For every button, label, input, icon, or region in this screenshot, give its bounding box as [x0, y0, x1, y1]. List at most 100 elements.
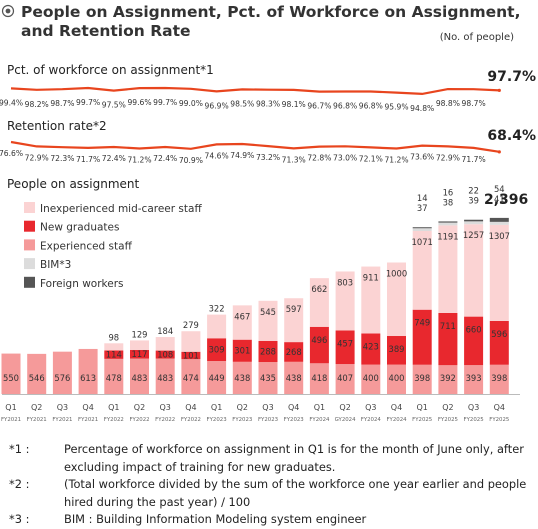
footnote-3-text: BIM : Building Information Modeling syst… — [64, 512, 367, 526]
x-tick-quarter: Q3 — [262, 403, 273, 412]
workforce-pct-data-label: 98.1% — [282, 100, 306, 109]
retention-title: Retention rate*2 — [7, 119, 107, 133]
bar-segment-inexperienced — [207, 314, 227, 339]
bar-label-inexperienced: 1257 — [463, 230, 484, 240]
bar-label-bim: 41 — [494, 194, 505, 204]
bar-segment-experienced — [181, 359, 201, 394]
legend-label: New graduates — [40, 222, 119, 234]
bar-segment-experienced — [489, 364, 509, 394]
retention-data-label: 72.9% — [25, 153, 49, 162]
workforce-pct-data-label: 96.8% — [359, 101, 383, 110]
workforce-pct-last-point — [497, 88, 501, 92]
x-tick-quarter: Q3 — [365, 403, 376, 412]
assignment-legend: Inexperienced mid-career staff New gradua… — [24, 202, 202, 290]
retention-data-label: 72.9% — [436, 153, 460, 162]
retention-data-label: 71.2% — [384, 155, 408, 164]
bar-segment-new-graduates — [361, 333, 381, 365]
x-tick-quarter: Q1 — [314, 403, 325, 412]
bar-label-inexperienced: 1307 — [489, 231, 510, 241]
retention-data-label: 72.8% — [307, 154, 331, 163]
bar-label-inexperienced: 279 — [183, 320, 199, 330]
footnotes: *1 : Percentage of workforce on assignme… — [0, 441, 538, 529]
bar-segment-experienced — [78, 348, 98, 394]
retention-data-label: 71.2% — [127, 155, 151, 164]
assignment-bars: 550 546 576 613 478 114 98 483 117 129 483 108 184 47… — [1, 184, 510, 394]
workforce-pct-data-label: 99.7% — [76, 98, 100, 107]
legend-swatch-new-graduates — [24, 220, 35, 232]
bar-segment-new-graduates — [284, 342, 304, 362]
retention-data-label: 71.3% — [282, 155, 306, 164]
bar-segment-foreign — [464, 219, 484, 222]
x-tick-quarter: Q3 — [57, 403, 68, 412]
x-tick-quarter: Q4 — [288, 403, 299, 412]
legend-swatch-experienced — [24, 239, 35, 251]
x-tick-quarter: Q3 — [160, 403, 171, 412]
bar-label-new-graduates: 457 — [337, 338, 353, 348]
assignment-latest-total: 2,396 — [484, 192, 528, 208]
bar-label-new-graduates: 108 — [157, 350, 173, 360]
x-tick-quarter: Q3 — [468, 403, 479, 412]
workforce-pct-data-label: 97.5% — [102, 101, 126, 110]
bar-label-experienced: 483 — [157, 373, 173, 383]
bar-segment-experienced — [207, 360, 227, 394]
retention-last-point — [497, 150, 501, 154]
x-tick-fiscal-year: FY2025 — [464, 417, 484, 423]
x-axis: Q1 FY2021 Q2 FY2021 Q3 FY2021 Q4 FY2021 Q1 FY2022… — [1, 394, 520, 423]
bar-segment-inexperienced — [309, 278, 329, 327]
x-tick-fiscal-year: FY2025 — [438, 417, 458, 423]
bar-label-inexperienced: 98 — [108, 332, 119, 342]
bar-label-inexperienced: 597 — [286, 304, 302, 314]
x-tick-fiscal-year: FY2025 — [412, 417, 432, 423]
retention-data-label: 74.6% — [205, 151, 229, 160]
bar-segment-experienced — [464, 365, 484, 394]
legend-swatch-inexperienced — [24, 202, 35, 213]
bar-label-inexperienced: 545 — [260, 307, 276, 317]
bar-label-experienced: 392 — [440, 373, 456, 383]
bar-label-new-graduates: 101 — [183, 350, 199, 360]
bar-segment-inexperienced — [155, 337, 175, 351]
bar-segment-inexperienced — [387, 262, 406, 337]
bar-segment-inexperienced — [361, 266, 381, 334]
bar-label-experienced: 474 — [183, 373, 199, 383]
retention-data-label: 73.2% — [256, 153, 280, 162]
workforce-pct-latest: 97.7% — [487, 69, 536, 85]
bar-label-inexperienced: 803 — [337, 277, 353, 287]
bar-segment-new-graduates — [309, 326, 329, 364]
bar-label-experienced: 546 — [29, 373, 45, 383]
workforce-pct-data-label: 98.7% — [50, 99, 74, 108]
workforce-pct-data-label: 99.7% — [153, 98, 177, 107]
x-tick-quarter: Q1 — [211, 403, 222, 412]
x-tick-quarter: Q1 — [417, 403, 428, 412]
workforce-pct-data-label: 95.9% — [384, 103, 408, 112]
x-tick-fiscal-year: FY2021 — [27, 417, 47, 423]
workforce-pct-data-label: 99.0% — [179, 99, 203, 108]
bar-label-new-graduates: 117 — [132, 349, 148, 359]
bar-segment-new-graduates — [181, 351, 201, 360]
retention-data-label: 73.0% — [333, 153, 357, 162]
retention-series-line — [10, 140, 500, 153]
bar-segment-experienced — [27, 353, 47, 394]
x-tick-fiscal-year: GY2024 — [335, 417, 356, 423]
bar-segment-inexperienced — [438, 225, 458, 313]
bar-segment-inexperienced — [258, 300, 278, 341]
x-tick-quarter: Q1 — [108, 403, 119, 412]
bar-segment-inexperienced — [104, 343, 124, 351]
workforce-pct-data-label: 98.7% — [462, 99, 486, 108]
bar-label-inexperienced: 1071 — [412, 237, 433, 247]
x-tick-quarter: Q2 — [237, 403, 248, 412]
footnote-1-text: Percentage of workforce on assignment in… — [64, 442, 524, 474]
retention-data-label: 72.3% — [50, 154, 74, 163]
legend-label: BIM*3 — [40, 259, 71, 271]
bar-label-inexperienced: 129 — [132, 329, 148, 339]
x-tick-fiscal-year: FY2023 — [232, 417, 252, 423]
bar-segment-experienced — [361, 364, 381, 394]
bar-label-new-graduates: 288 — [260, 346, 276, 356]
title-icon — [1, 4, 15, 18]
x-tick-fiscal-year: FY2021 — [52, 417, 72, 423]
bar-segment-inexperienced — [464, 224, 484, 317]
retention-line-chart: 76.6% 72.9% 72.3% 71.7% 72.4% 71.2% 72.4% 70.9%… — [0, 140, 501, 165]
bar-segment-foreign — [412, 227, 432, 229]
workforce-pct-line-chart: 99.4% 98.2% 98.7% 99.7% 97.5% 99.6% 99.7% 99.0%… — [0, 86, 501, 113]
bar-segment-inexperienced — [232, 305, 252, 340]
x-tick-fiscal-year: FY2023 — [284, 417, 304, 423]
